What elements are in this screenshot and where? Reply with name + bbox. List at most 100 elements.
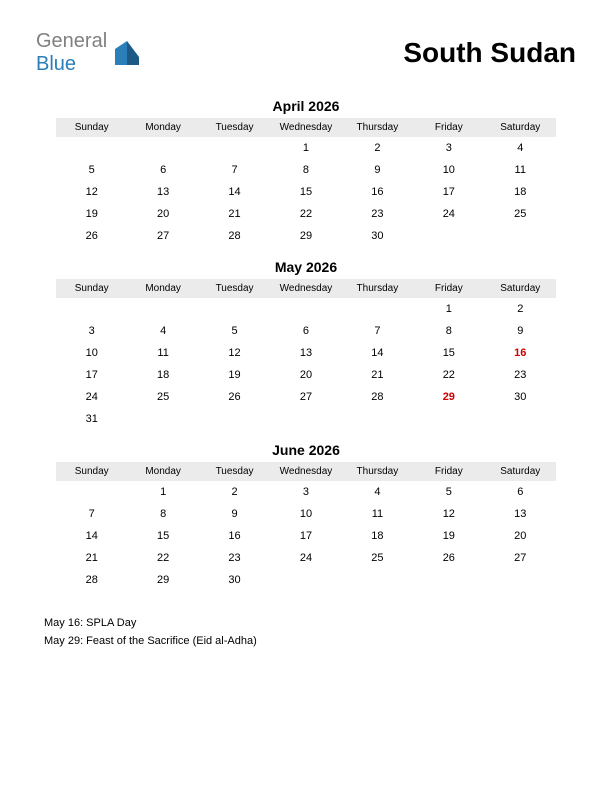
calendar-day-cell: 20 [127, 203, 198, 225]
calendar-day-cell: 28 [199, 225, 270, 247]
calendar-day-cell: 1 [270, 137, 341, 159]
day-header: Saturday [485, 462, 556, 481]
calendar-day-cell: 26 [56, 225, 127, 247]
calendar-week-row: 17181920212223 [56, 364, 556, 386]
calendar-table: SundayMondayTuesdayWednesdayThursdayFrid… [56, 279, 556, 430]
calendar-day-cell: 29 [413, 386, 484, 408]
calendar-day-cell: 25 [342, 547, 413, 569]
header: General Blue South Sudan [30, 30, 582, 76]
calendar-day-cell: 31 [56, 408, 127, 430]
calendar-day-cell: 12 [56, 181, 127, 203]
calendar-day-cell: 5 [199, 320, 270, 342]
calendar-day-cell: 3 [56, 320, 127, 342]
day-header: Friday [413, 118, 484, 137]
calendar-day-cell: 8 [413, 320, 484, 342]
calendar-day-cell: 27 [127, 225, 198, 247]
calendar-day-cell [342, 408, 413, 430]
calendar-day-cell: 18 [485, 181, 556, 203]
month-title: June 2026 [56, 438, 556, 462]
calendar-month: May 2026SundayMondayTuesdayWednesdayThur… [56, 255, 556, 430]
calendar-day-cell: 29 [127, 569, 198, 591]
calendar-day-cell: 7 [342, 320, 413, 342]
day-header: Thursday [342, 279, 413, 298]
calendar-day-cell: 21 [56, 547, 127, 569]
calendar-day-cell [485, 225, 556, 247]
calendar-day-cell: 26 [413, 547, 484, 569]
calendar-day-cell: 20 [270, 364, 341, 386]
holiday-note: May 29: Feast of the Sacrifice (Eid al-A… [44, 633, 582, 651]
calendar-day-cell: 28 [56, 569, 127, 591]
calendar-day-cell: 16 [342, 181, 413, 203]
calendar-day-cell [342, 298, 413, 320]
logo-mark-icon [113, 39, 141, 67]
calendar-day-cell: 14 [199, 181, 270, 203]
calendar-day-cell: 24 [413, 203, 484, 225]
calendar-day-cell: 10 [270, 503, 341, 525]
calendar-day-cell: 8 [127, 503, 198, 525]
calendar-day-cell: 18 [127, 364, 198, 386]
calendar-day-cell [342, 569, 413, 591]
calendar-day-cell: 15 [413, 342, 484, 364]
calendar-day-cell: 29 [270, 225, 341, 247]
calendar-day-cell: 25 [127, 386, 198, 408]
calendar-day-cell: 10 [413, 159, 484, 181]
calendar-day-cell: 23 [342, 203, 413, 225]
day-header: Friday [413, 462, 484, 481]
calendar-week-row: 31 [56, 408, 556, 430]
calendar-day-cell: 4 [485, 137, 556, 159]
day-header: Tuesday [199, 279, 270, 298]
calendar-day-cell [413, 569, 484, 591]
calendar-day-cell [199, 298, 270, 320]
calendar-day-cell [270, 298, 341, 320]
calendar-day-cell: 22 [127, 547, 198, 569]
calendar-day-cell: 30 [342, 225, 413, 247]
calendar-day-cell: 1 [413, 298, 484, 320]
calendar-day-cell: 12 [199, 342, 270, 364]
calendar-day-cell: 30 [485, 386, 556, 408]
calendar-week-row: 14151617181920 [56, 525, 556, 547]
calendar-day-cell: 13 [127, 181, 198, 203]
calendar-day-cell [56, 481, 127, 503]
holiday-note: May 16: SPLA Day [44, 615, 582, 633]
calendar-month: June 2026SundayMondayTuesdayWednesdayThu… [56, 438, 556, 591]
calendar-day-cell: 4 [127, 320, 198, 342]
calendar-day-cell: 17 [56, 364, 127, 386]
day-header: Thursday [342, 118, 413, 137]
calendar-day-cell: 3 [413, 137, 484, 159]
calendar-day-cell: 9 [342, 159, 413, 181]
holiday-notes: May 16: SPLA Day May 29: Feast of the Sa… [30, 615, 582, 650]
calendar-day-cell: 21 [342, 364, 413, 386]
day-header: Wednesday [270, 279, 341, 298]
day-header: Friday [413, 279, 484, 298]
day-header: Monday [127, 462, 198, 481]
calendar-day-cell: 3 [270, 481, 341, 503]
calendar-day-cell [270, 569, 341, 591]
calendar-month: April 2026SundayMondayTuesdayWednesdayTh… [56, 94, 556, 247]
calendar-day-cell [56, 137, 127, 159]
logo: General Blue [36, 30, 141, 76]
calendar-day-cell: 5 [413, 481, 484, 503]
calendar-day-cell: 28 [342, 386, 413, 408]
calendar-day-cell: 1 [127, 481, 198, 503]
calendar-week-row: 282930 [56, 569, 556, 591]
calendar-day-cell: 25 [485, 203, 556, 225]
calendar-week-row: 567891011 [56, 159, 556, 181]
calendar-day-cell [199, 137, 270, 159]
calendar-day-cell [199, 408, 270, 430]
day-header: Wednesday [270, 118, 341, 137]
logo-blue: Blue [36, 53, 76, 75]
calendar-day-cell [270, 408, 341, 430]
page-title: South Sudan [403, 37, 576, 69]
logo-general: General [36, 30, 107, 52]
calendar-week-row: 3456789 [56, 320, 556, 342]
calendar-day-cell: 27 [270, 386, 341, 408]
day-header: Wednesday [270, 462, 341, 481]
calendar-day-cell: 26 [199, 386, 270, 408]
calendar-day-cell: 8 [270, 159, 341, 181]
calendar-day-cell: 5 [56, 159, 127, 181]
month-title: April 2026 [56, 94, 556, 118]
day-header: Sunday [56, 462, 127, 481]
calendar-day-cell: 7 [199, 159, 270, 181]
calendar-day-cell: 15 [127, 525, 198, 547]
calendar-week-row: 12 [56, 298, 556, 320]
